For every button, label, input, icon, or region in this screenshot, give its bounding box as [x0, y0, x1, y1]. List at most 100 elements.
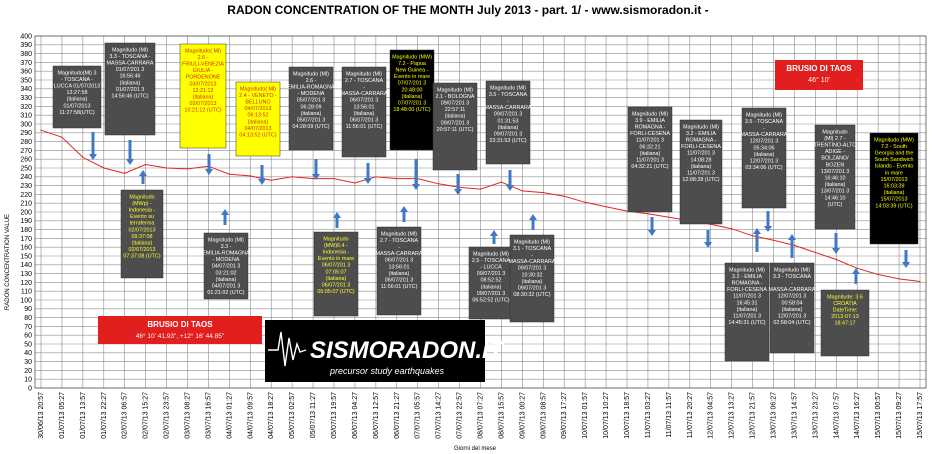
annotation-box-bg — [179, 43, 227, 149]
annotation-box-bg — [814, 124, 856, 230]
annotation-box-bg — [341, 66, 387, 158]
x-tick-label: 09/07/13 17:27 — [561, 392, 568, 439]
y-tick-label: 110 — [21, 289, 32, 296]
annotation-text: Magnitudo (Ml) 2.1 - BOLOGNA 09/07/201 3 22… — [436, 87, 475, 133]
x-tick-label: 13/07/13 23:27 — [812, 392, 819, 439]
station-bottom: BRUSIO DI TAOS 46° 10' 41.93", +12° 16' … — [98, 316, 262, 344]
annotation-text: Magnitudo (Ml) 3.1 - TOSCANA -MASSA-CARRAR… — [508, 239, 555, 298]
annotation-box-bg — [52, 65, 102, 129]
x-tick-label: 10/07/13 01:57 — [582, 392, 589, 439]
x-tick-label: 15/07/13 17:57 — [917, 392, 924, 439]
y-tick-label: 310 — [20, 113, 32, 120]
series-point — [898, 278, 900, 280]
series-point — [772, 239, 775, 241]
annotation-box: Magnitude: 3.6 CROATIA DateTime: 2013-07-13… — [820, 268, 870, 357]
y-tick-label: 360 — [20, 69, 32, 76]
annotation-box: Magnitudo (Ml) 3.2 - EMILIA ROMAGNA -FORLI… — [679, 119, 723, 248]
annotation-box-bg — [203, 232, 249, 300]
y-tick-label: 260 — [20, 157, 32, 164]
annotation-text: Magnitudo (Ml) 3.3 - TOSCANA -MASSA-CARRA… — [106, 47, 153, 99]
x-tick-label: 06/07/13 21:27 — [394, 392, 401, 439]
x-tick-label: 15/07/13 00:57 — [875, 392, 882, 439]
annotation-box: Magnitudo (Ml) 2.7 -TRENTINO-ALTO ADIGE -B… — [814, 124, 857, 254]
y-tick-label: 200 — [20, 209, 32, 216]
y-tick-label: 30 — [24, 359, 32, 366]
x-tick-label: 02/07/13 23:57 — [164, 392, 171, 439]
x-tick-label: 02/07/13 06:57 — [122, 392, 129, 439]
annotation-box-bg — [389, 49, 435, 151]
series-point — [919, 280, 921, 283]
annotation-box: Magnitudo (Ml) 2.6 -EMILIA-ROMAGNA - MODEN… — [287, 66, 335, 180]
series-point — [312, 177, 314, 180]
logo-sub-text: precursor study earthquakes — [329, 366, 445, 376]
series-point — [40, 129, 42, 131]
annotation-text: Magnitudo (Ml) 3.5 - TOSCANA -MASSA-CARRAR… — [484, 85, 531, 144]
annotation-box: Magnitudo (MW) 7.2 - Papua New Guinea -Eve… — [389, 49, 435, 190]
series-point — [856, 267, 858, 269]
y-tick-label: 210 — [20, 201, 32, 208]
station-bottom-name: BRUSIO DI TAOS — [147, 320, 213, 329]
x-tick-label: 11/07/13 20:27 — [687, 392, 694, 438]
y-tick-label: 250 — [20, 165, 32, 172]
y-axis-label: RADON CONCENTRATION VALUE — [5, 214, 11, 310]
y-tick-label: 60 — [24, 333, 32, 340]
y-tick-label: 380 — [20, 51, 32, 58]
series-point — [605, 206, 607, 208]
x-tick-label: 11/07/13 03:27 — [645, 392, 652, 438]
station-top-name: BRUSIO DI TAOS — [786, 64, 852, 73]
x-tick-label: 01/07/13 05:27 — [59, 392, 66, 439]
y-tick-label: 10 — [24, 377, 32, 384]
series-point — [751, 235, 754, 237]
annotation-box-bg — [288, 66, 334, 151]
annotation-box: Magnitudo (MW)6.4 -Indonesia -Evento in m… — [313, 212, 359, 317]
annotation-box-bg — [509, 234, 555, 323]
x-tick-label: 07/07/13 05:57 — [415, 392, 422, 439]
y-tick-label: 180 — [20, 227, 32, 234]
x-tick-label: 14/07/13 07:57 — [833, 392, 840, 439]
x-tick-label: 01/07/13 22:27 — [101, 392, 108, 439]
y-tick-label: 140 — [20, 262, 32, 269]
series-point — [396, 177, 398, 180]
annotation-box: Magnitudo( Ml) 2.6 -FRIULI-VENEZIA GIULIA … — [179, 43, 227, 175]
y-tick-label: 70 — [24, 324, 32, 331]
annotation-arrow — [832, 233, 840, 254]
x-tick-label: 13/07/13 06:27 — [771, 392, 778, 439]
annotation-arrow — [454, 174, 462, 195]
series-point — [731, 228, 733, 230]
station-top-coords: 46° 10' — [808, 76, 830, 84]
x-axis-ticks: 30/06/13 20:57 01/07/13 05:27 01/07/13 13:… — [38, 392, 924, 439]
x-tick-label: 09/07/13 00:27 — [519, 392, 526, 439]
annotation-arrow — [506, 170, 514, 191]
station-bottom-coords: 46° 10' 41.93", +12° 16' 44.85" — [136, 332, 225, 340]
annotation-text: Magnitudo (MW)6.4 -Indonesia -Evento in m… — [317, 236, 354, 295]
x-tick-label: 13/07/13 14:57 — [791, 392, 798, 439]
annotation-text: Magnitudo (Ml) 2.7 -TRENTINO-ALTO ADIGE -B… — [814, 129, 857, 208]
annotation-arrow — [221, 209, 229, 225]
annotation-arrow — [258, 165, 266, 185]
annotation-arrow — [648, 217, 656, 236]
annotation-box: Magnitudo (Ml) 2.7 - TOSCANA -MASSA-CARRAR… — [375, 206, 423, 316]
y-tick-label: 160 — [20, 245, 32, 252]
y-tick-label: 40 — [24, 350, 32, 357]
y-tick-label: 150 — [20, 253, 32, 260]
logo-main-text: SISMORADON.IT — [310, 337, 506, 364]
x-tick-label: 03/07/13 08:27 — [185, 392, 192, 439]
annotation-box-bg — [432, 82, 478, 171]
annotation-box: Magnitudo (Ml) 3.3 - TOSCANA -MASSA-CARRAR… — [768, 234, 816, 354]
series-point — [542, 192, 544, 194]
series-point — [145, 163, 147, 166]
annotation-box: Magnitudo(Ml) 3- TOSCANA -LUCCA 01/07/20… — [52, 65, 102, 160]
annotation-box-bg — [485, 80, 531, 165]
annotation-text: Magnitudo (Ml) 3.3 - TOSCANA -MASSA-CARRAR… — [768, 267, 815, 326]
annotation-text: Magnitudo (MW) 7.2 - Papua New Guinea -Eve… — [392, 54, 432, 113]
series-point — [354, 182, 356, 184]
annotation-box-bg — [104, 42, 156, 136]
x-tick-label: 06/07/13 12:57 — [373, 392, 380, 439]
series-point — [186, 168, 189, 170]
annotation-box: Magnitudo (Ml) 3.5 - TOSCANA -MASSA-CARRAR… — [484, 80, 532, 191]
annotation-text: Magnitudo (Ml) 2.7 - TOSCANA -MASSA-CARRAR… — [375, 231, 422, 290]
y-tick-label: 320 — [20, 104, 32, 111]
annotation-arrow — [333, 212, 341, 228]
